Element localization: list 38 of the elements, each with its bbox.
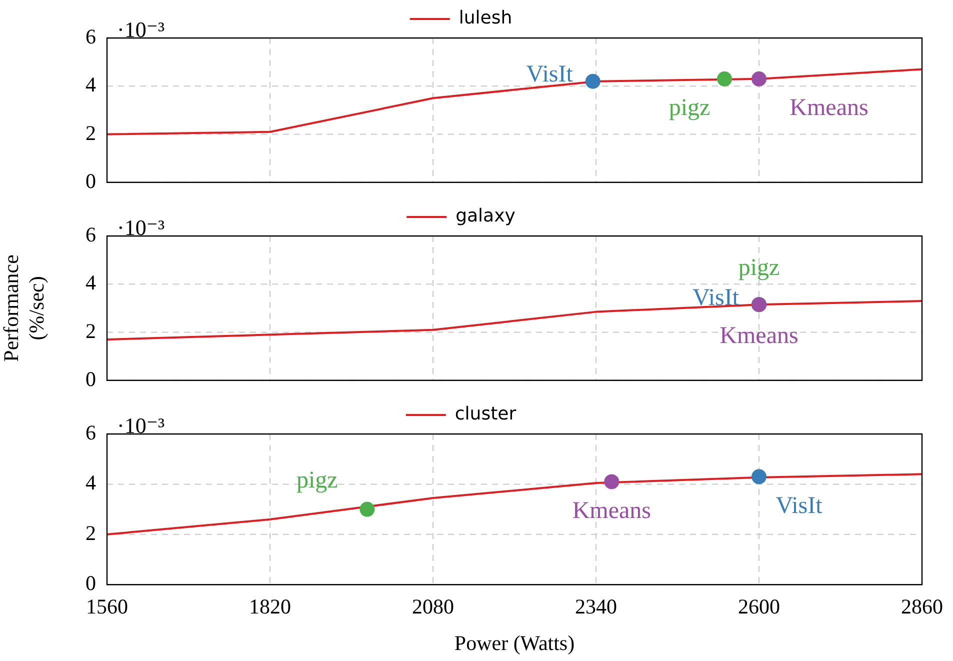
series-label: VisIt — [776, 492, 823, 519]
y-tick-label: 0 — [86, 366, 96, 391]
series-label: pigz — [738, 254, 780, 281]
y-tick-label: 6 — [86, 420, 96, 445]
annotation: ·10⁻³ — [117, 412, 165, 438]
x-tick-label: 2080 — [412, 594, 454, 619]
y-tick-label: 2 — [86, 520, 96, 545]
series-label: pigz — [296, 468, 338, 494]
legend-label: lulesh — [458, 8, 512, 29]
y-tick-label: 6 — [86, 222, 96, 247]
x-axis-title: Power (Watts) — [454, 630, 575, 655]
y-tick-label: 0 — [86, 571, 96, 596]
legend-label: galaxy — [456, 206, 516, 227]
series-label: pigz — [668, 95, 710, 122]
y-axis-title: Performance (%/sec) — [0, 254, 48, 362]
y-tick-label: 4 — [86, 270, 96, 295]
series-label: Kmeans — [572, 498, 651, 524]
annotation: ·10⁻³ — [117, 214, 165, 240]
series-label: VisIt — [526, 62, 574, 88]
x-tick-label: 2600 — [738, 594, 780, 619]
x-tick-label: 1560 — [86, 594, 128, 619]
point — [604, 474, 620, 490]
series-label: Kmeans — [790, 95, 868, 122]
y-tick-label: 4 — [86, 72, 96, 97]
y-tick-label: 0 — [86, 168, 96, 193]
point — [360, 502, 375, 517]
y-tick-label: 4 — [86, 470, 96, 495]
x-tick-label: 2860 — [901, 594, 943, 619]
y-tick-label: 2 — [86, 120, 96, 145]
x-tick-label: 2340 — [575, 594, 617, 619]
series-label: Kmeans — [720, 322, 798, 349]
y-tick-label: 6 — [86, 24, 96, 49]
point — [752, 469, 766, 484]
x-tick-label: 1820 — [249, 594, 291, 619]
annotation: ·10⁻³ — [117, 16, 165, 42]
legend-label: cluster — [454, 404, 517, 425]
series-label: VisIt — [692, 284, 740, 311]
y-tick-label: 2 — [86, 318, 96, 343]
